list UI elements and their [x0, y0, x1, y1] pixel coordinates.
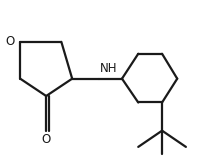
Text: O: O	[5, 35, 15, 48]
Text: O: O	[42, 133, 51, 146]
Text: NH: NH	[100, 62, 118, 75]
